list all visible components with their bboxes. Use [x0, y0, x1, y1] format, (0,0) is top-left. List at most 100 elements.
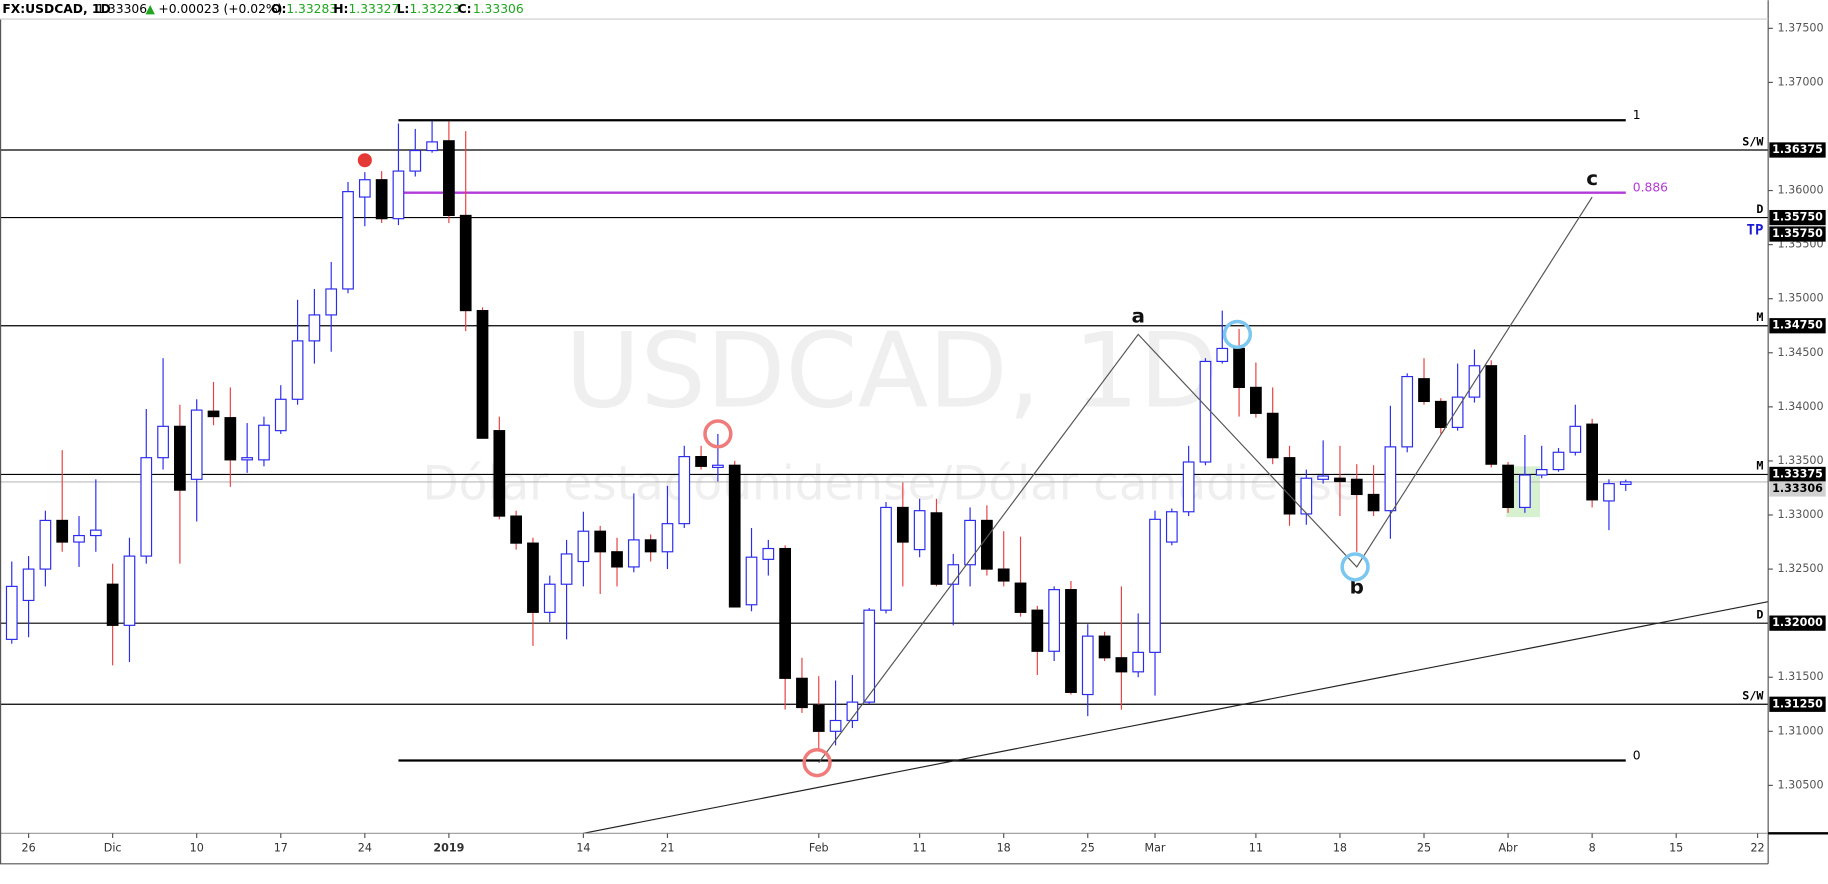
price-box — [1769, 209, 1826, 226]
candle-body — [375, 179, 388, 220]
candle-body — [829, 719, 842, 732]
fib-label: 0.886 — [1633, 181, 1668, 195]
candle-body — [1451, 396, 1464, 428]
candle-body — [1367, 493, 1380, 512]
candle-body — [594, 530, 607, 553]
candle-body — [1434, 400, 1447, 428]
candle-body — [913, 510, 926, 551]
candle-body — [190, 409, 203, 480]
candle-body — [325, 288, 338, 316]
x-tick-label: 10 — [190, 842, 204, 855]
y-tick-label: 1.30500 — [1778, 778, 1824, 791]
x-tick-label: 25 — [1417, 842, 1431, 855]
candle-body — [1115, 657, 1128, 673]
x-tick-label: 21 — [660, 842, 674, 855]
candle-body — [964, 519, 976, 566]
candle-body — [274, 398, 287, 432]
fib-label: 0 — [1633, 748, 1641, 762]
candle-body — [1418, 378, 1430, 403]
x-axis-area — [0, 834, 1769, 884]
price-box-label: 1.31250 — [1772, 697, 1823, 710]
candle-body — [1048, 589, 1061, 652]
candle-body — [543, 583, 556, 613]
candle-body — [1266, 412, 1279, 459]
candle-body — [880, 506, 892, 611]
candle-body — [1485, 365, 1498, 465]
candle-body — [796, 677, 808, 709]
candle-body — [695, 456, 707, 467]
x-tick-label: 22 — [1750, 842, 1764, 855]
level-name: M — [1756, 310, 1763, 324]
candle-body — [123, 555, 136, 626]
x-tick-label: 25 — [1081, 842, 1095, 855]
x-tick-label: Feb — [809, 842, 829, 855]
y-tick-label: 1.33000 — [1778, 508, 1824, 521]
y-tick-label: 1.34000 — [1778, 400, 1824, 413]
candle-body — [812, 704, 825, 732]
candle-body — [896, 506, 909, 543]
marker-circle — [703, 419, 733, 449]
watermark-subtitle: Dólar estadounidense/Dólar canadiense — [422, 457, 1360, 512]
candle-body — [1031, 609, 1044, 652]
x-tick-label: 15 — [1669, 842, 1683, 855]
wave-line — [818, 196, 1593, 764]
level-name: S/W — [1742, 134, 1764, 148]
candle-body — [863, 609, 876, 703]
candle-body — [661, 523, 674, 553]
price-box — [1769, 696, 1826, 712]
x-tick-label: 17 — [274, 842, 288, 855]
candle-body — [358, 179, 371, 198]
candle-body — [577, 530, 590, 563]
wave-label: c — [1586, 166, 1598, 190]
candle-body — [1535, 468, 1548, 476]
x-tick-label: 2019 — [433, 842, 464, 855]
x-tick-label: 18 — [997, 842, 1011, 855]
last-price-label: 1.33306 — [1772, 482, 1823, 495]
candle-body — [1586, 423, 1599, 501]
candle-body — [157, 425, 169, 459]
price-box — [1769, 615, 1826, 631]
candle-body — [426, 141, 438, 152]
price-box-label: 1.35750 — [1772, 227, 1823, 240]
candle-body — [22, 568, 35, 602]
watermark-title: USDCAD, 1D — [565, 311, 1219, 431]
candle-body — [493, 430, 506, 517]
candle-body — [678, 456, 691, 525]
last-value: 1.33306 — [96, 2, 147, 16]
candle-body — [1317, 475, 1330, 480]
x-tick-label: Abr — [1498, 842, 1518, 855]
candle-body — [1081, 635, 1094, 696]
x-tick-label: 26 — [22, 842, 36, 855]
candle-body — [1233, 347, 1245, 388]
close-value: 1.33306 — [473, 2, 524, 16]
x-tick-label: 24 — [358, 842, 372, 855]
level-name: S/W — [1742, 689, 1764, 703]
level-name: M — [1756, 459, 1763, 473]
price-box-label: 1.32000 — [1772, 616, 1823, 629]
candle-body — [1132, 651, 1145, 673]
candle-body — [1350, 478, 1363, 496]
candle-body — [527, 542, 539, 613]
candle-body — [1098, 635, 1111, 659]
candle-body — [1182, 461, 1195, 513]
price-box — [1769, 142, 1826, 158]
candle-body — [1603, 483, 1615, 502]
y-tick-label: 1.37500 — [1778, 21, 1824, 34]
high-label: H: — [333, 2, 348, 16]
candle-body — [1384, 446, 1397, 512]
candle-body — [56, 519, 69, 543]
x-tick-label: 14 — [576, 842, 590, 855]
level-name: TP — [1747, 222, 1764, 238]
candle-body — [39, 519, 52, 570]
candle-body — [1502, 464, 1514, 509]
candle-body — [1552, 451, 1565, 471]
x-tick-label: 8 — [1589, 842, 1596, 855]
low-value: 1.33223 — [409, 2, 460, 16]
candle-body — [745, 556, 758, 606]
close-label: C: — [458, 2, 472, 16]
candle-body — [1283, 457, 1296, 515]
candle-body — [1149, 518, 1161, 653]
y-tick-label: 1.31000 — [1778, 724, 1824, 737]
